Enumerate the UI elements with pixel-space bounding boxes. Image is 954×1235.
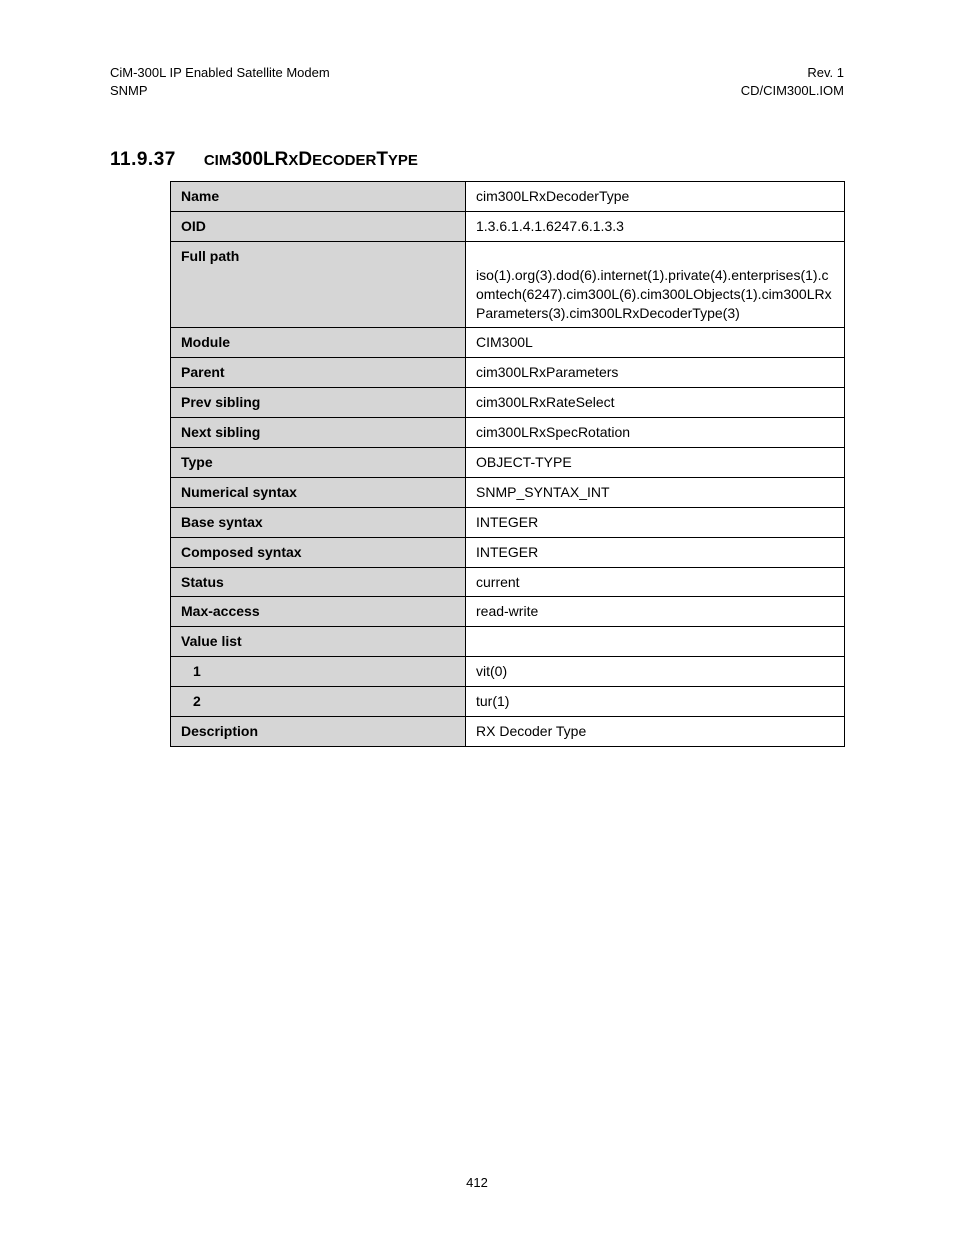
row-label-base-syntax: Base syntax — [171, 507, 466, 537]
table-row: Name cim300LRxDecoderType — [171, 182, 845, 212]
table-row: Full path iso(1).org(3).dod(6).internet(… — [171, 241, 845, 328]
header-revision: Rev. 1 — [741, 64, 844, 82]
row-label-full-path: Full path — [171, 241, 466, 328]
section-title-frag: T — [376, 149, 388, 170]
row-label-value-list: Value list — [171, 627, 466, 657]
row-value-status: current — [466, 567, 845, 597]
page-number: 412 — [0, 1175, 954, 1190]
section-title-frag: 300LR — [231, 149, 288, 170]
table-row: Status current — [171, 567, 845, 597]
row-value-type: OBJECT-TYPE — [466, 448, 845, 478]
table-row: Next sibling cim300LRxSpecRotation — [171, 418, 845, 448]
row-value-composed-syntax: INTEGER — [466, 537, 845, 567]
row-value-full-path-text: iso(1).org(3).dod(6).internet(1).private… — [476, 267, 832, 321]
row-label-oid: OID — [171, 211, 466, 241]
table-row: Parent cim300LRxParameters — [171, 358, 845, 388]
table-row: OID 1.3.6.1.4.1.6247.6.1.3.3 — [171, 211, 845, 241]
row-value-value-list-item: vit(0) — [466, 657, 845, 687]
row-label-next-sibling: Next sibling — [171, 418, 466, 448]
table-row: Value list — [171, 627, 845, 657]
row-label-type: Type — [171, 448, 466, 478]
table-row: 2 tur(1) — [171, 687, 845, 717]
section-title-frag: D — [298, 149, 312, 170]
header-product-name: CiM-300L IP Enabled Satellite Modem — [110, 64, 330, 82]
row-label-prev-sibling: Prev sibling — [171, 388, 466, 418]
row-label-module: Module — [171, 328, 466, 358]
row-value-base-syntax: INTEGER — [466, 507, 845, 537]
document-page: CiM-300L IP Enabled Satellite Modem SNMP… — [0, 0, 954, 1235]
section-number: 11.9.37 — [110, 149, 176, 170]
table-row: Prev sibling cim300LRxRateSelect — [171, 388, 845, 418]
section-title-frag: ECODER — [312, 152, 376, 169]
table-row: Base syntax INTEGER — [171, 507, 845, 537]
table-row: Max-access read-write — [171, 597, 845, 627]
row-value-numerical-syntax: SNMP_SYNTAX_INT — [466, 477, 845, 507]
mib-object-table: Name cim300LRxDecoderType OID 1.3.6.1.4.… — [170, 181, 845, 747]
row-value-next-sibling: cim300LRxSpecRotation — [466, 418, 845, 448]
table-row: Composed syntax INTEGER — [171, 537, 845, 567]
page-header-left: CiM-300L IP Enabled Satellite Modem SNMP — [110, 64, 330, 99]
row-label-value-list-item: 1 — [171, 657, 466, 687]
table-row: Description RX Decoder Type — [171, 717, 845, 747]
page-header: CiM-300L IP Enabled Satellite Modem SNMP… — [110, 64, 844, 99]
section-title-frag: CIM — [204, 152, 232, 169]
row-label-name: Name — [171, 182, 466, 212]
table-row: Module CIM300L — [171, 328, 845, 358]
row-label-max-access: Max-access — [171, 597, 466, 627]
row-value-max-access: read-write — [466, 597, 845, 627]
row-value-oid: 1.3.6.1.4.1.6247.6.1.3.3 — [466, 211, 845, 241]
row-label-numerical-syntax: Numerical syntax — [171, 477, 466, 507]
table-row: Type OBJECT-TYPE — [171, 448, 845, 478]
row-value-value-list — [466, 627, 845, 657]
table-row: 1 vit(0) — [171, 657, 845, 687]
page-header-right: Rev. 1 CD/CIM300L.IOM — [741, 64, 844, 99]
row-value-description: RX Decoder Type — [466, 717, 845, 747]
section-title: CIM300LRXDECODERTYPE — [204, 149, 418, 170]
row-label-composed-syntax: Composed syntax — [171, 537, 466, 567]
row-label-value-list-item: 2 — [171, 687, 466, 717]
row-value-name: cim300LRxDecoderType — [466, 182, 845, 212]
row-label-description: Description — [171, 717, 466, 747]
row-value-parent: cim300LRxParameters — [466, 358, 845, 388]
section-title-frag: YPE — [388, 152, 418, 169]
row-value-full-path: iso(1).org(3).dod(6).internet(1).private… — [466, 241, 845, 328]
section-heading: 11.9.37 CIM300LRXDECODERTYPE — [110, 149, 844, 171]
row-value-module: CIM300L — [466, 328, 845, 358]
header-section-name: SNMP — [110, 82, 330, 100]
row-label-status: Status — [171, 567, 466, 597]
row-label-parent: Parent — [171, 358, 466, 388]
table-row: Numerical syntax SNMP_SYNTAX_INT — [171, 477, 845, 507]
header-doc-id: CD/CIM300L.IOM — [741, 82, 844, 100]
section-title-frag: X — [288, 152, 298, 169]
row-value-prev-sibling: cim300LRxRateSelect — [466, 388, 845, 418]
row-value-value-list-item: tur(1) — [466, 687, 845, 717]
